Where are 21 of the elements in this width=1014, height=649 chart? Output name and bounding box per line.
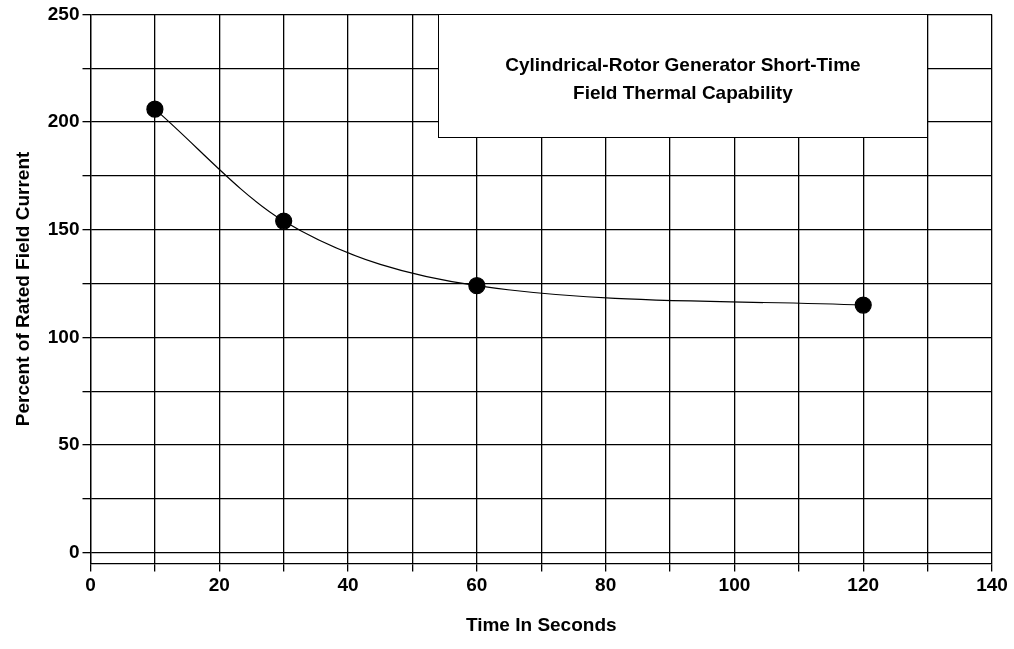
y-tick-label: 50 bbox=[58, 433, 80, 455]
x-tick-label: 40 bbox=[337, 574, 359, 596]
y-tick-label: 200 bbox=[47, 110, 80, 132]
text-panel: Cylindrical-Rotor Generator Short-Time Field Thermal Capability bbox=[438, 14, 928, 139]
y-tick-label: 100 bbox=[47, 325, 80, 347]
x-axis-title: Time In Seconds bbox=[465, 613, 617, 635]
x-tick-label: 80 bbox=[595, 574, 617, 596]
x-tick-label: 0 bbox=[85, 574, 96, 596]
point bbox=[468, 277, 486, 295]
x-tick-label: 140 bbox=[976, 574, 1008, 596]
y-tick-label: 0 bbox=[68, 540, 80, 562]
x-tick-label: 120 bbox=[847, 574, 880, 596]
point bbox=[146, 100, 164, 118]
y-tick-label: 150 bbox=[47, 217, 80, 239]
x-tick-label: 100 bbox=[718, 574, 751, 596]
point bbox=[854, 296, 872, 314]
x-tick-label: 60 bbox=[466, 574, 488, 596]
x-tick-label: 20 bbox=[208, 574, 230, 596]
point bbox=[275, 212, 293, 230]
y-tick-label: 250 bbox=[47, 2, 80, 24]
y-axis-title: Percent of Rated Field Current bbox=[11, 150, 33, 427]
